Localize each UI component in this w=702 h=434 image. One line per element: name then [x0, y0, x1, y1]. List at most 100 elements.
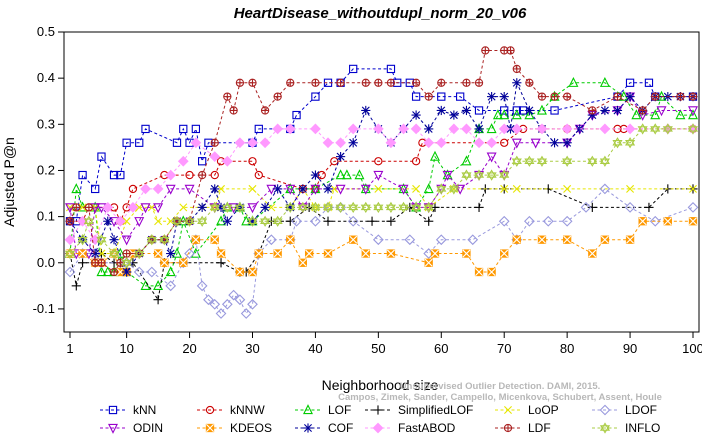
data-point-kdeos [323, 249, 333, 258]
data-point-inflo [637, 123, 648, 135]
data-point-odin [121, 235, 132, 246]
data-point-fastabod [102, 202, 114, 213]
data-point-ldf [210, 138, 219, 147]
data-point-fastabod [511, 123, 523, 135]
data-point-kdeos [286, 235, 295, 244]
data-point-lof [165, 266, 176, 277]
data-point-ldf [424, 92, 433, 101]
data-point-kdeos [386, 249, 396, 258]
data-point-simplifiedlof [424, 216, 434, 226]
data-point-loop [500, 184, 509, 193]
data-point-ldf [651, 92, 660, 101]
data-point-inflo [285, 201, 296, 214]
x-tick-label: 100 [682, 341, 702, 356]
data-point-cof [197, 202, 207, 212]
data-point-cof [260, 202, 270, 212]
data-point-fastabod [473, 137, 485, 149]
data-point-lof [536, 104, 547, 115]
data-point-lof [599, 76, 610, 87]
data-point-ldf [65, 217, 75, 226]
data-point-odin [688, 106, 698, 117]
data-point-kdeos [210, 235, 219, 244]
data-point-knn [386, 64, 396, 74]
data-point-kdeos [361, 249, 370, 258]
data-point-fastabod [498, 123, 510, 135]
data-point-ldof [265, 234, 277, 246]
data-point-inflo [536, 155, 548, 167]
data-point-cof [424, 124, 434, 134]
data-point-cof [499, 92, 509, 102]
series-simplifiedlof [65, 184, 698, 305]
data-point-fastabod [190, 137, 202, 149]
data-point-inflo [159, 234, 170, 246]
data-point-odin [335, 184, 346, 195]
data-point-ldf [72, 203, 81, 212]
data-point-fastabod [152, 183, 164, 195]
legend-item-ldf: LDF [495, 421, 551, 434]
series-lof [65, 76, 698, 290]
data-point-inflo [234, 201, 245, 214]
series-line-odin [69, 95, 693, 255]
data-point-kdeos [537, 235, 547, 244]
data-point-kdeos [462, 249, 471, 258]
data-point-ldf [688, 92, 698, 101]
data-point-loop [97, 249, 106, 258]
data-point-kdeos [235, 267, 245, 277]
data-point-inflo [624, 137, 636, 149]
legend-item-inflo: INFLO [592, 421, 660, 434]
data-point-inflo [171, 215, 183, 227]
data-point-fastabod [127, 202, 139, 213]
legend-marker [373, 405, 383, 415]
data-point-ldf [613, 92, 622, 101]
data-point-knnw [128, 184, 138, 194]
x-tick-label: 50 [371, 341, 385, 356]
data-point-knn [474, 106, 484, 115]
data-point-inflo [612, 137, 623, 149]
legend-item-cof: COF [295, 421, 353, 434]
data-point-ldf [122, 249, 131, 258]
data-point-odin [153, 203, 164, 214]
data-point-inflo [486, 169, 497, 181]
data-point-inflo [83, 215, 94, 227]
data-point-loop [122, 217, 131, 226]
legend-marker [503, 423, 513, 433]
data-point-lof [96, 266, 107, 277]
data-point-cof [512, 78, 522, 88]
data-point-kdeos [191, 235, 201, 244]
data-point-cof [487, 92, 497, 102]
legend-marker [599, 404, 611, 416]
legend: kNN kNNW LOF SimplifiedLOF LoOP LDOF ODIN KDEOS… [100, 403, 660, 434]
data-point-kdeos [562, 235, 572, 244]
data-point-kdeos [424, 258, 433, 267]
data-point-knnw [330, 157, 339, 166]
data-point-cof [600, 105, 610, 116]
x-tick-label: 10 [119, 341, 133, 356]
data-point-inflo [297, 201, 308, 214]
data-point-ldof [649, 215, 661, 227]
data-point-knn [292, 110, 301, 120]
data-point-fastabod [561, 123, 573, 135]
data-point-ldf [537, 92, 547, 101]
data-point-ldf [474, 78, 484, 87]
data-point-knn [456, 92, 465, 101]
x-axis: 1 10 20 30 40 50 60 70 80 90 100 [66, 332, 702, 356]
data-point-cof [273, 184, 283, 194]
x-tick-label: 20 [182, 341, 196, 356]
data-point-inflo [184, 215, 195, 227]
data-point-inflo [197, 215, 208, 227]
data-point-simplifiedlof [587, 202, 597, 212]
series-line-ldf [69, 49, 693, 273]
data-point-lof [568, 76, 579, 87]
data-point-cof [335, 152, 346, 162]
data-point-cof [436, 105, 446, 116]
data-point-fastabod [259, 137, 271, 149]
legend-item-knnw: kNNW [197, 403, 265, 417]
y-axis-title: Adjusted P@n [1, 137, 17, 227]
data-point-odin [360, 184, 371, 195]
series-loop [66, 184, 697, 258]
legend-item-fastabod: FastABOD [365, 421, 456, 434]
data-point-lof [650, 109, 661, 120]
legend-marker [372, 422, 384, 434]
data-point-ldof [467, 234, 479, 246]
data-point-ldof [247, 298, 258, 310]
